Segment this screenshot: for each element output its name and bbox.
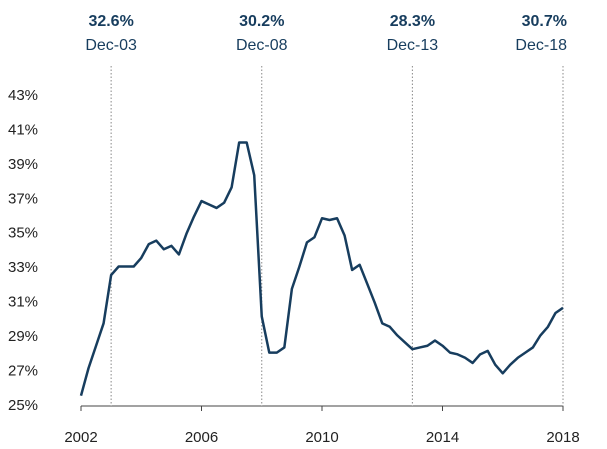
y-tick-label: 31%: [8, 294, 38, 311]
x-tick-label: 2010: [305, 429, 338, 446]
annotation-date: Dec-08: [236, 37, 288, 54]
annotation-value: 28.3%: [390, 13, 435, 30]
x-tick-label: 2018: [546, 429, 579, 446]
x-tick-label: 2002: [64, 429, 97, 446]
y-tick-label: 25%: [8, 397, 38, 414]
annotation-value: 32.6%: [88, 13, 133, 30]
annotation-date: Dec-18: [515, 37, 567, 54]
y-tick-label: 29%: [8, 328, 38, 345]
y-tick-label: 33%: [8, 259, 38, 276]
y-tick-label: 39%: [8, 156, 38, 173]
annotation-date: Dec-13: [387, 37, 439, 54]
x-tick-label: 2006: [185, 429, 218, 446]
y-tick-label: 37%: [8, 190, 38, 207]
x-tick-label: 2014: [426, 429, 459, 446]
annotation-value: 30.2%: [239, 13, 284, 30]
y-tick-label: 43%: [8, 87, 38, 104]
y-tick-label: 27%: [8, 363, 38, 380]
y-tick-label: 35%: [8, 225, 38, 242]
annotation-value: 30.7%: [522, 13, 567, 30]
line-series: [79, 141, 564, 396]
y-tick-label: 41%: [8, 121, 38, 138]
annotation-date: Dec-03: [85, 37, 137, 54]
